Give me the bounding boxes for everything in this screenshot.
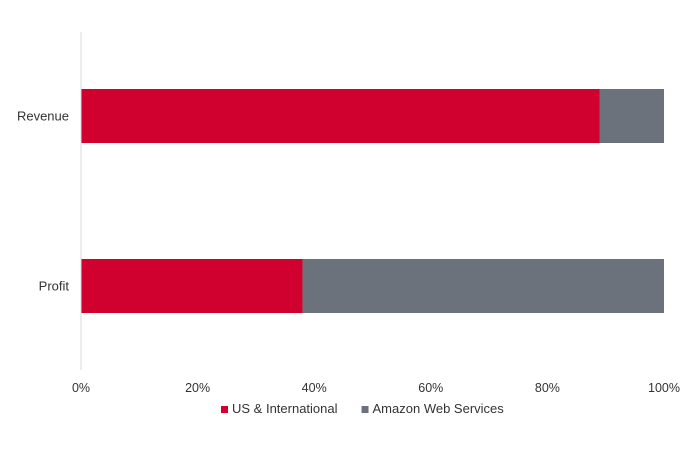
legend-item-amazon-web-services: Amazon Web Services	[361, 401, 505, 416]
x-tick-label: 100%	[648, 381, 680, 395]
bar-profit-amazon-web-services	[302, 259, 664, 313]
category-label-revenue: Revenue	[17, 109, 69, 124]
legend-item-us-international: US & International	[221, 401, 338, 416]
legend-swatch	[221, 406, 228, 413]
bar-revenue-us-international	[81, 89, 600, 143]
bar-profit-us-international	[81, 259, 303, 313]
legend: US & International Amazon Web Services	[221, 401, 504, 416]
x-tick-label: 0%	[72, 381, 90, 395]
x-tick-label: 60%	[418, 381, 443, 395]
legend-swatch	[361, 406, 369, 413]
legend-label: Amazon Web Services	[373, 401, 505, 416]
x-tick-label: 20%	[185, 381, 210, 395]
category-label-profit: Profit	[39, 279, 70, 294]
x-tick-label: 40%	[302, 381, 327, 395]
category-labels: Revenue Profit	[17, 109, 69, 294]
x-tick-label: 80%	[535, 381, 560, 395]
bar-revenue-amazon-web-services	[599, 89, 664, 143]
x-axis-tick-labels: 0% 20% 40% 60% 80% 100%	[72, 381, 680, 395]
bars-layer	[81, 89, 664, 313]
legend-label: US & International	[232, 401, 338, 416]
